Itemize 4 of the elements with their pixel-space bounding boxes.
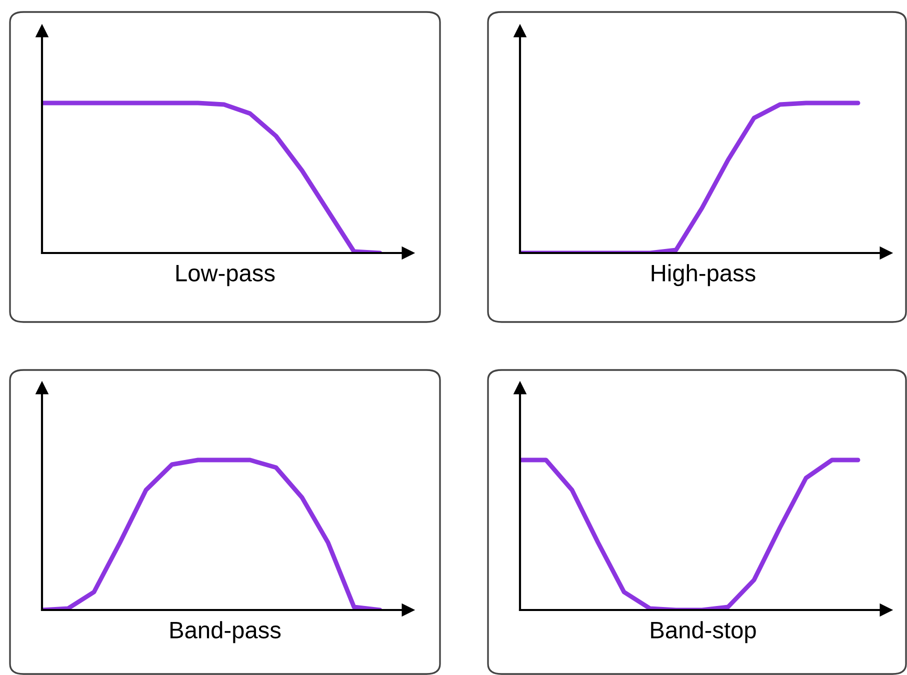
x-axis-title: Band-pass xyxy=(170,621,281,644)
x-axis-title: Band-stop xyxy=(651,621,756,644)
x-axis-title: High-pass xyxy=(652,264,756,286)
x-axis-title: Low-pass xyxy=(176,264,275,286)
